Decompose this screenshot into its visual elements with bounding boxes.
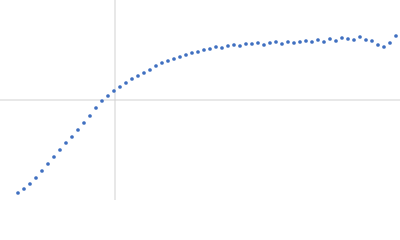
point bbox=[268, 41, 272, 45]
point bbox=[262, 43, 266, 47]
point bbox=[322, 40, 326, 44]
point bbox=[274, 40, 278, 44]
point bbox=[334, 39, 338, 43]
point bbox=[76, 128, 80, 132]
point bbox=[232, 43, 236, 47]
point bbox=[16, 191, 20, 195]
point bbox=[352, 38, 356, 42]
point bbox=[160, 61, 164, 65]
point bbox=[88, 114, 92, 118]
point bbox=[298, 40, 302, 44]
point bbox=[184, 53, 188, 57]
point bbox=[316, 38, 320, 42]
point bbox=[46, 162, 50, 166]
point bbox=[124, 81, 128, 85]
point bbox=[58, 148, 62, 152]
point bbox=[310, 40, 314, 44]
point bbox=[100, 99, 104, 103]
point bbox=[292, 41, 296, 45]
point bbox=[22, 187, 26, 191]
point bbox=[142, 71, 146, 75]
point bbox=[82, 121, 86, 125]
point bbox=[364, 38, 368, 42]
point bbox=[40, 169, 44, 173]
point bbox=[118, 85, 122, 89]
point bbox=[208, 47, 212, 51]
point bbox=[190, 51, 194, 55]
point bbox=[250, 42, 254, 46]
point bbox=[388, 41, 392, 45]
point bbox=[346, 37, 350, 41]
point bbox=[280, 42, 284, 46]
point bbox=[376, 43, 380, 47]
point bbox=[112, 89, 116, 93]
point bbox=[328, 37, 332, 41]
point bbox=[70, 135, 74, 139]
point bbox=[244, 42, 248, 46]
point bbox=[166, 59, 170, 63]
point bbox=[172, 57, 176, 61]
chart bbox=[0, 0, 400, 200]
point bbox=[370, 39, 374, 43]
point bbox=[220, 46, 224, 50]
point bbox=[394, 34, 398, 38]
point bbox=[202, 48, 206, 52]
point bbox=[136, 74, 140, 78]
point bbox=[94, 106, 98, 110]
point bbox=[64, 141, 68, 145]
point bbox=[154, 64, 158, 68]
point bbox=[148, 68, 152, 72]
point bbox=[130, 77, 134, 81]
point bbox=[178, 55, 182, 59]
point bbox=[382, 45, 386, 49]
point bbox=[358, 35, 362, 39]
point bbox=[196, 50, 200, 54]
point bbox=[286, 40, 290, 44]
point bbox=[238, 44, 242, 48]
point bbox=[340, 36, 344, 40]
point bbox=[214, 45, 218, 49]
point bbox=[28, 182, 32, 186]
point bbox=[106, 94, 110, 98]
point bbox=[34, 176, 38, 180]
point bbox=[52, 155, 56, 159]
point bbox=[304, 39, 308, 43]
point bbox=[256, 41, 260, 45]
point bbox=[226, 44, 230, 48]
